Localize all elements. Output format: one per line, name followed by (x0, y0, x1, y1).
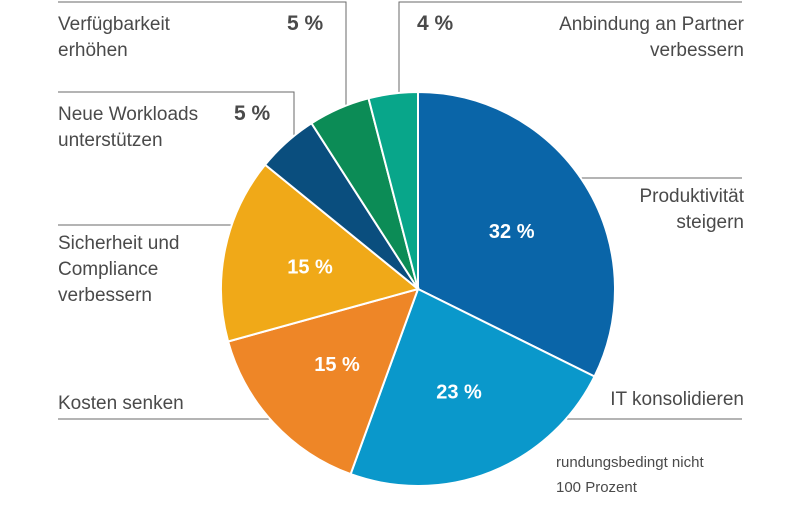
label-kosten: Kosten senken (58, 393, 184, 414)
slice-value-label: 32 % (489, 221, 535, 243)
pie-slice (367, 90, 419, 290)
label-produktivitaet: Produktivität steigern (639, 186, 744, 233)
label-it-konsolidieren: IT konsolidieren (610, 389, 744, 410)
slice-value-label: 15 % (287, 256, 333, 278)
slice-value-label: 15 % (314, 354, 360, 376)
leader-line (58, 1, 347, 130)
footnote: rundungsbedingt nicht 100 Prozent (556, 454, 704, 496)
label-sicherheit: Sicherheit und Compliance verbessern (58, 233, 180, 306)
pie-slice (417, 90, 616, 378)
label-anbindung: Anbindung an Partner verbessern (559, 14, 744, 61)
leader-line (58, 91, 295, 140)
label-workloads: Neue Workloads unterstützen (58, 104, 199, 151)
value-workloads: 5 % (234, 102, 271, 125)
slice-value-labels: 32 % 23 % 15 % 15 % (287, 221, 535, 404)
pie-slice (349, 287, 596, 488)
pie-slice (220, 163, 421, 343)
label-verfuegbarkeit: Verfügbarkeit erhöhen (58, 14, 170, 61)
value-verfuegbarkeit: 5 % (287, 12, 324, 35)
pie-slice (226, 287, 420, 476)
pie-slices (220, 90, 616, 488)
slice-value-label: 23 % (436, 381, 482, 403)
value-anbindung: 4 % (417, 12, 454, 35)
leader-line (398, 1, 742, 124)
